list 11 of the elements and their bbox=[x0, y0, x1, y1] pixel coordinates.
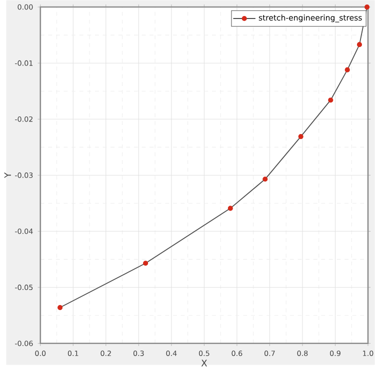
point bbox=[262, 176, 268, 182]
y-axis-title: Y bbox=[4, 172, 11, 178]
point bbox=[143, 260, 148, 266]
point bbox=[298, 134, 304, 140]
point bbox=[364, 4, 370, 10]
point bbox=[344, 67, 350, 72]
point bbox=[228, 206, 233, 211]
x-axis-title: X bbox=[201, 360, 208, 367]
point bbox=[356, 42, 362, 48]
point bbox=[328, 98, 334, 103]
point bbox=[58, 305, 63, 310]
